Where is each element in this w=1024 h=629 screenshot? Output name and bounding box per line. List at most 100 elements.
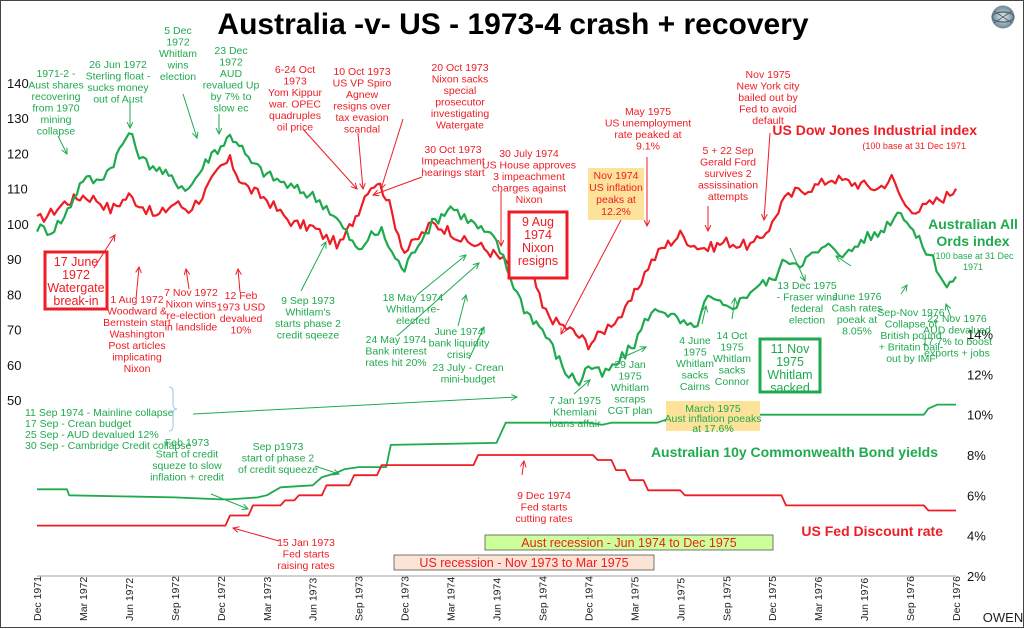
annotation-red: implicating: [112, 352, 162, 364]
annotation-green: sucks money: [87, 82, 149, 94]
annotation-green: 13 Dec 1975: [777, 280, 837, 292]
x-tick-label: Dec 1976: [951, 576, 963, 621]
annotation-red: US unemployment: [605, 118, 691, 130]
annotation-green: Cairns: [680, 381, 710, 393]
x-tick-label: Dec 1973: [400, 576, 412, 621]
annotation-green: Whitlam: [676, 358, 714, 370]
arrow-red: [233, 528, 280, 542]
left-axis-ticks: 140 130 120 110 100 90 80 70 60 50: [7, 76, 29, 408]
x-tick-label: Dec 1972: [216, 576, 228, 621]
arrow-red: [373, 176, 423, 195]
annotation-red: raising rates: [277, 560, 334, 572]
highlight-text: March 1975: [685, 403, 741, 415]
event-box: [43, 250, 109, 311]
annotation-red: Nov 1975: [746, 69, 791, 81]
annotation-red: Bernstein start: [103, 317, 171, 329]
right-tick-label: 8%: [967, 448, 986, 463]
highlight-text: 12.2%: [601, 206, 631, 218]
annotation-green: of credit squeeze: [238, 464, 318, 476]
annotation-green: Aust shares: [28, 80, 83, 92]
arrow-green: [210, 493, 248, 509]
annotation-red: 3 impeachment: [493, 171, 565, 183]
annotation-green: 29 Jan: [614, 359, 646, 371]
annotation-green: - Fraser wins: [777, 292, 838, 304]
legend-ords-line2: Ords index: [936, 233, 1009, 249]
x-tick-label: Jun 1976: [859, 578, 871, 621]
annotation-red: war. OPEC: [268, 99, 321, 111]
x-tick-label: Mar 1976: [813, 576, 825, 621]
series-layer: [36, 132, 957, 527]
annotation-red: 10 Oct 1973: [333, 66, 390, 78]
annotation-red: 7 Nov 1972: [164, 287, 218, 299]
annotation-green: Bank interest: [365, 346, 426, 358]
annotation-green: 1972: [219, 57, 243, 69]
annotation-red: 30 July 1974: [499, 148, 559, 160]
highlight-text: Nov 1974: [594, 170, 639, 182]
event-box-text: 1975: [776, 355, 804, 369]
left-tick-label: 60: [7, 358, 21, 373]
annotation-red: default: [752, 115, 784, 127]
annotation-green: scraps: [615, 394, 646, 406]
annotation-red: 20 Oct 1973: [431, 62, 488, 74]
annotation-green: crisis: [447, 349, 471, 361]
event-box-text: 1974: [524, 228, 552, 242]
arrow-red: [238, 269, 240, 293]
x-tick-label: Dec 1975: [767, 576, 779, 621]
arrow-green: [300, 242, 326, 292]
right-axis-ticks: 14% 12% 10% 8% 6% 4% 2%: [967, 327, 993, 584]
annotation-green: credit sqeeze: [277, 330, 340, 342]
x-tick-label: Dec 1974: [583, 576, 595, 621]
arrow-green: [946, 304, 952, 319]
annotation-green: election: [160, 71, 196, 83]
left-tick-label: 70: [7, 323, 21, 338]
legend-ords-sub1: (100 base at 31 Dec: [932, 251, 1014, 261]
annotation-arrows: [57, 93, 952, 542]
annotation-green: Sep p1973: [253, 441, 304, 453]
highlight-text: US inflation: [589, 182, 643, 194]
annotation-red: re-election: [166, 310, 215, 322]
annotation-red: Washington: [109, 329, 164, 341]
annotation-green: inflation + credit: [150, 472, 224, 484]
annotation-green: 1975: [683, 347, 707, 359]
annotation-red: investigating: [431, 108, 490, 120]
annotation-red: Woodward &: [107, 306, 167, 318]
legend-dow: US Dow Jones Industrial index: [772, 122, 977, 138]
annotation-green: 11 Sep 1974 - Mainline collapse: [25, 407, 174, 419]
annotation-green: 1975: [618, 371, 642, 383]
annotation-green: starts phase 2: [275, 318, 341, 330]
annotation-green: 25 Sep - AUD devalued 12%: [25, 429, 159, 441]
annotation-red: US VP Spiro: [333, 78, 392, 90]
annotation-red: Nixon sacks: [432, 74, 489, 86]
annotation-red: charges against: [492, 183, 566, 195]
highlight-text: at 17.6%: [692, 423, 733, 435]
us-recession-bar: [393, 554, 655, 571]
annotation-red: Impeachment: [421, 156, 485, 168]
annotation-green: from 1970: [32, 103, 79, 115]
event-box-text: 9 Aug: [522, 215, 554, 229]
arrow-green: [182, 93, 197, 138]
arrow-green: [900, 285, 907, 295]
aust-recession-bar: [484, 534, 774, 551]
event-box-text: 11 Nov: [771, 342, 810, 356]
event-box-text: sacked: [770, 381, 810, 395]
event-box: [507, 210, 569, 280]
chart-title: Australia -v- US - 1973-4 crash + recove…: [217, 8, 808, 41]
annotation-red: special: [444, 85, 477, 97]
arrow-green: [192, 397, 517, 415]
annotation-red: assissination: [698, 180, 758, 192]
left-tick-label: 130: [7, 111, 29, 126]
annotation-green: 22 Nov 1976: [927, 313, 987, 325]
x-tick-label: Dec 1971: [32, 576, 44, 621]
annotation-green: mining: [41, 114, 72, 126]
annotation-green: + Britatin bail-: [879, 342, 944, 354]
legend-dow-sub: (100 base at 31 Dec 1971: [862, 141, 966, 151]
arrow-green: [618, 347, 646, 360]
annotation-green: out of Aust: [93, 94, 143, 106]
annotation-green: Feb 1973: [165, 437, 210, 449]
event-box-text: 1972: [62, 268, 90, 282]
annotation-red: Fed starts: [521, 502, 568, 514]
left-tick-label: 90: [7, 252, 21, 267]
x-tick-label: Sep 1972: [170, 576, 182, 621]
